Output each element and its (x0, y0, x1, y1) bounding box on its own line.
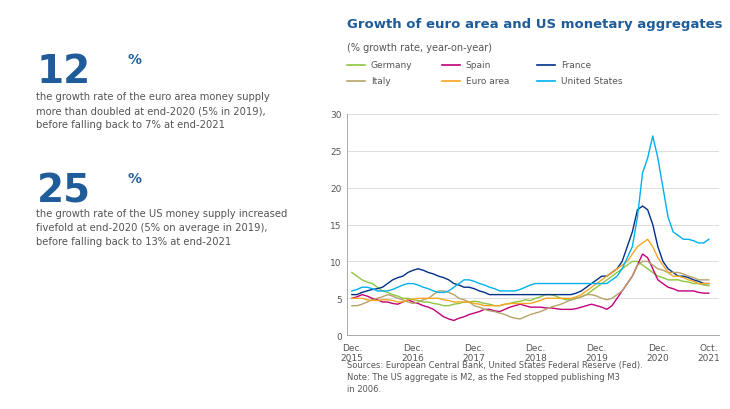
Text: Spain: Spain (466, 61, 491, 70)
Italy (694, 278, 703, 283)
Text: Euro area: Euro area (466, 77, 509, 86)
United States (679, 237, 688, 242)
Germany (347, 270, 356, 275)
Euro area (704, 281, 713, 286)
France (347, 292, 356, 297)
France (704, 281, 713, 286)
United States (648, 134, 657, 139)
United States (434, 290, 443, 295)
France (521, 292, 530, 297)
France (638, 204, 647, 209)
Euro area (358, 296, 366, 301)
Text: France: France (561, 61, 591, 70)
United States (694, 241, 703, 246)
United States (358, 285, 366, 290)
Italy (347, 303, 356, 308)
Spain (566, 307, 575, 312)
Line: Italy: Italy (352, 262, 709, 319)
Spain (704, 291, 713, 296)
Line: Germany: Germany (352, 262, 709, 306)
Italy (399, 298, 407, 303)
Line: Euro area: Euro area (352, 240, 709, 306)
Euro area (679, 276, 688, 281)
Text: the growth rate of the euro area money supply
more than doubled at end-2020 (5% : the growth rate of the euro area money s… (36, 92, 270, 130)
United States (704, 237, 713, 242)
United States (526, 283, 535, 288)
Euro area (643, 237, 652, 242)
France (358, 290, 366, 295)
France (561, 292, 570, 297)
Germany (399, 296, 407, 301)
Italy (526, 312, 535, 317)
Spain (638, 252, 647, 257)
Germany (679, 279, 688, 284)
Germany (526, 298, 535, 303)
Euro area (566, 296, 575, 301)
Text: %: % (128, 172, 142, 186)
Spain (358, 292, 366, 297)
Text: 12: 12 (36, 53, 91, 91)
Text: Germany: Germany (371, 61, 412, 70)
Text: 25: 25 (36, 172, 91, 210)
France (689, 278, 698, 283)
United States (566, 281, 575, 286)
Spain (526, 305, 535, 310)
Euro area (347, 296, 356, 301)
France (618, 259, 626, 264)
Spain (450, 318, 458, 323)
Italy (566, 298, 575, 303)
Text: %: % (128, 53, 142, 67)
Text: Sources: European Central Bank, United States Federal Reserve (Fed).
Note: The U: Sources: European Central Bank, United S… (347, 360, 642, 393)
France (450, 281, 458, 286)
Euro area (480, 303, 489, 308)
Line: France: France (352, 207, 709, 295)
Italy (679, 272, 688, 277)
Italy (516, 317, 525, 321)
Euro area (526, 301, 535, 306)
Spain (347, 296, 356, 301)
Text: Growth of euro area and US monetary aggregates: Growth of euro area and US monetary aggr… (347, 18, 722, 31)
Spain (679, 289, 688, 294)
Germany (694, 281, 703, 286)
Italy (704, 278, 713, 283)
Spain (399, 300, 407, 305)
Germany (358, 278, 366, 283)
Line: Spain: Spain (352, 254, 709, 321)
Text: the growth rate of the US money supply increased
fivefold at end-2020 (5% on ave: the growth rate of the US money supply i… (36, 209, 288, 247)
Euro area (694, 281, 703, 286)
Text: United States: United States (561, 77, 622, 86)
Line: United States: United States (352, 137, 709, 293)
Spain (694, 290, 703, 295)
Germany (439, 303, 448, 308)
Euro area (399, 300, 407, 305)
United States (347, 289, 356, 294)
Germany (566, 298, 575, 303)
Germany (628, 259, 637, 264)
Italy (358, 302, 366, 307)
Text: (% growth rate, year-on-year): (% growth rate, year-on-year) (347, 43, 492, 53)
Germany (704, 283, 713, 288)
United States (399, 283, 407, 288)
Italy (638, 259, 647, 264)
Text: Italy: Italy (371, 77, 391, 86)
